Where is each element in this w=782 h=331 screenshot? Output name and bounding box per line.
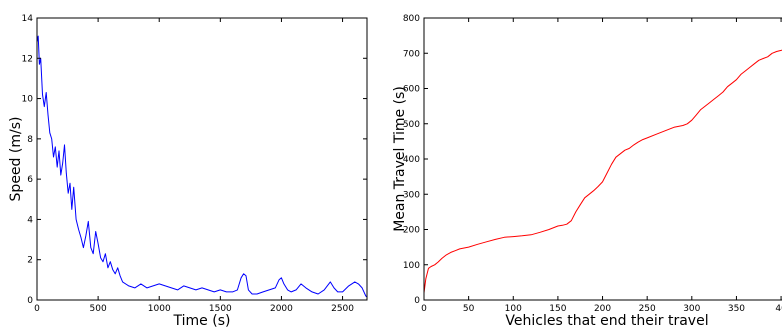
y-tick-label: 800 (403, 14, 420, 24)
y-tick-label: 4 (27, 215, 33, 225)
y-tick-label: 0 (414, 296, 420, 306)
y-tick-label: 200 (403, 226, 420, 236)
y-tick-label: 500 (403, 120, 420, 130)
plot-frame (36, 17, 368, 301)
x-tick-label: 50 (463, 304, 475, 314)
x-tick-label: 0 (34, 304, 40, 314)
y-axis-label: Mean Travel Time (s) (392, 86, 408, 232)
x-tick-label: 150 (549, 304, 566, 314)
series-line-0 (36, 35, 368, 298)
x-tick-label: 1500 (209, 304, 232, 314)
y-tick-label: 600 (403, 85, 420, 95)
y-tick-label: 0 (27, 296, 33, 306)
x-tick-label: 250 (639, 304, 656, 314)
x-tick-label: 40 (775, 304, 782, 314)
plot-frame (423, 17, 782, 301)
x-axis-label: Vehicles that end their travel (505, 313, 708, 329)
x-axis-label: Time (s) (173, 313, 231, 329)
y-axis-label: Speed (m/s) (8, 117, 24, 202)
travel-time-chart: 0501001502002503003504001002003004005006… (392, 14, 782, 329)
y-tick-label: 300 (403, 190, 420, 200)
x-tick-label: 1000 (148, 304, 171, 314)
x-tick-label: 2500 (331, 304, 354, 314)
speed-chart: 0 500 1000 1500 2000 2500 0 2 4 6 8 10 12 14 Time (s) S… (8, 14, 368, 329)
y-tick-label: 12 (22, 54, 33, 64)
y-tick-label: 400 (403, 155, 420, 165)
y-tick-label: 100 (403, 261, 420, 271)
x-tick-label: 0 (421, 304, 427, 314)
x-tick-label: 100 (505, 304, 522, 314)
x-tick-label: 500 (90, 304, 107, 314)
x-tick-label: 200 (594, 304, 611, 314)
x-tick-label: 2000 (270, 304, 293, 314)
y-tick-label: 2 (27, 256, 33, 266)
y-tick-label: 6 (27, 175, 33, 185)
y-tick-label: 14 (22, 14, 34, 24)
x-tick-label: 350 (728, 304, 745, 314)
y-tick-label: 700 (403, 49, 420, 59)
series-line-0 (423, 49, 782, 293)
y-tick-label: 8 (27, 135, 33, 145)
x-tick-label: 300 (683, 304, 700, 314)
y-tick-label: 10 (22, 95, 34, 105)
